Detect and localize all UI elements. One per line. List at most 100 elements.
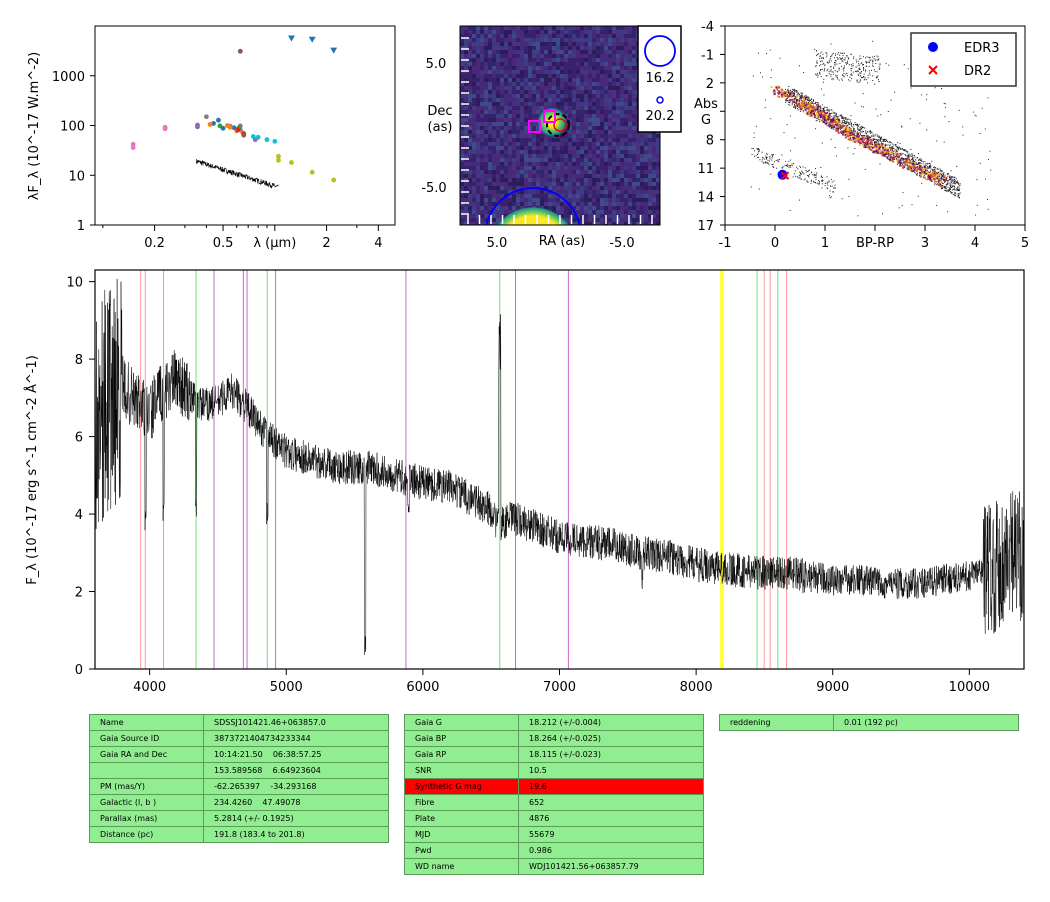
image-pixel [600, 210, 604, 214]
image-pixel [472, 178, 476, 182]
image-pixel [464, 62, 468, 66]
image-pixel [632, 70, 636, 74]
image-pixel [648, 210, 652, 214]
image-pixel [568, 26, 572, 30]
hr-field-star [850, 64, 852, 66]
image-pixel [596, 194, 600, 198]
hr-field-star [950, 176, 952, 177]
image-pixel [628, 122, 632, 126]
image-pixel [500, 38, 504, 42]
hr-field-star [902, 163, 904, 165]
image-pixel [528, 46, 532, 50]
hr-field-star [914, 165, 916, 167]
image-pixel [480, 110, 484, 114]
image-pixel [624, 146, 628, 150]
hr-field-star [868, 61, 870, 63]
image-pixel [572, 130, 576, 134]
image-pixel [588, 154, 592, 158]
image-pixel [460, 202, 464, 206]
image-pixel [568, 46, 572, 50]
image-pixel [600, 94, 604, 98]
image-pixel [576, 30, 580, 34]
hr-field-star [793, 88, 795, 90]
hr-ms-star [850, 133, 853, 136]
image-pixel [532, 62, 536, 66]
image-pixel [628, 222, 632, 225]
image-pixel [472, 78, 476, 82]
hr-field-star [789, 210, 791, 211]
sed-point-8-3 [272, 138, 278, 144]
image-pixel [472, 30, 476, 34]
image-pixel [624, 222, 628, 225]
image-pixel [484, 26, 488, 30]
image-pixel [528, 94, 532, 98]
image-pixel [496, 174, 500, 178]
hr-field-star [950, 180, 952, 182]
image-pixel [596, 50, 600, 54]
hr-field-star [836, 75, 838, 77]
image-pixel [508, 86, 512, 90]
image-pixel [644, 206, 648, 210]
image-pixel [548, 94, 552, 98]
image-pixel [604, 90, 608, 94]
image-pixel [572, 66, 576, 70]
image-pixel [628, 106, 632, 110]
hr-field-star [904, 149, 906, 151]
hr-field-star [846, 119, 848, 121]
image-pixel [648, 170, 652, 174]
image-pixel [536, 170, 540, 174]
image-pixel [584, 222, 588, 225]
hr-field-star [932, 168, 934, 170]
image-pixel [576, 130, 580, 134]
image-pixel [592, 174, 596, 178]
image-pixel [564, 186, 568, 190]
image-pixel [632, 86, 636, 90]
hr-field-star [922, 163, 924, 165]
hr-field-star [892, 147, 894, 149]
image-pixel [572, 106, 576, 110]
image-pixel [544, 58, 548, 62]
hr-field-star [947, 175, 949, 177]
hr-field-star [859, 67, 861, 69]
image-pixel [640, 194, 644, 198]
image-pixel [496, 66, 500, 70]
hr-field-star [850, 70, 852, 72]
image-pixel [656, 206, 660, 210]
image-pixel [556, 34, 560, 38]
hr-field-star [834, 112, 836, 114]
hr-field-star [873, 138, 875, 140]
image-pixel [548, 166, 552, 170]
image-pixel [564, 70, 568, 74]
image-pixel [632, 74, 636, 78]
hr-field-star [954, 185, 955, 187]
image-pixel [484, 158, 488, 162]
image-pixel [620, 82, 624, 86]
image-pixel [480, 66, 484, 70]
image-pixel [600, 50, 604, 54]
image-pixel [488, 162, 492, 166]
hr-field-star [790, 166, 792, 168]
hr-field-star [764, 107, 766, 109]
hr-field-star [800, 178, 802, 180]
image-pixel [620, 146, 624, 150]
hr-field-star [857, 127, 858, 129]
image-pixel [496, 182, 500, 186]
hr-field-star [836, 63, 838, 65]
hr-field-star [883, 138, 885, 140]
hr-ms-star [776, 95, 779, 98]
hr-field-star [887, 144, 889, 146]
image-pixel [564, 170, 568, 174]
hr-ms-star [829, 123, 832, 126]
hr-ms-star [898, 159, 901, 162]
hr-field-star [939, 175, 941, 177]
image-pixel [468, 186, 472, 190]
image-pixel [496, 74, 500, 78]
image-pixel [592, 90, 596, 94]
image-pixel [624, 30, 628, 34]
image-pixel [524, 74, 528, 78]
image-pixel [488, 146, 492, 150]
hr-field-star [860, 77, 862, 79]
image-pixel [516, 114, 520, 118]
image-pixel [464, 50, 468, 54]
image-pixel [632, 174, 636, 178]
